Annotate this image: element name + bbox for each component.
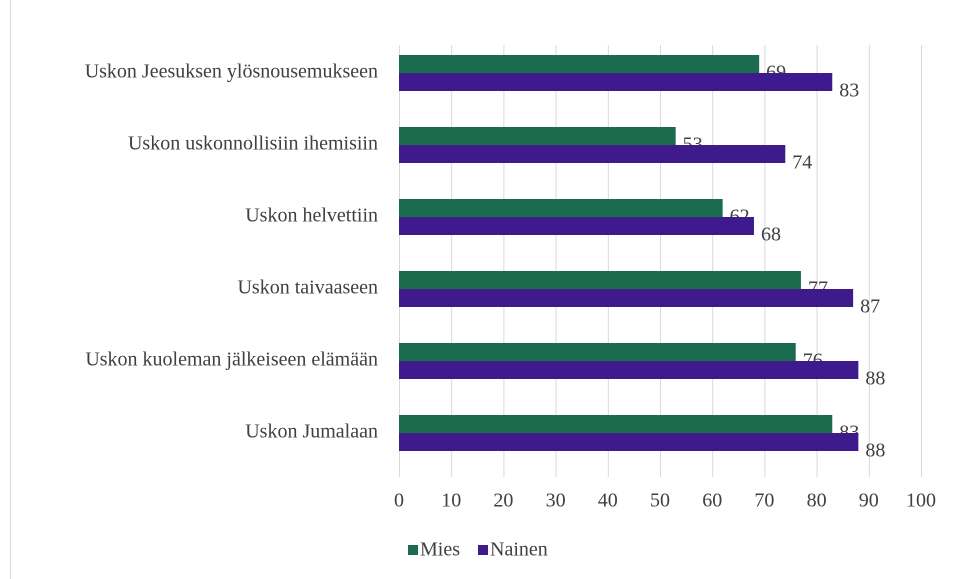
- bar: [399, 217, 754, 235]
- x-tick-label: 50: [650, 490, 670, 512]
- data-label: 83: [839, 80, 859, 102]
- y-tick-label: Uskon Jeesuksen ylösnousemukseen: [85, 61, 378, 83]
- y-tick-label: Uskon helvettiin: [245, 205, 378, 227]
- y-tick-label: Uskon taivaaseen: [237, 277, 378, 299]
- bar: [399, 73, 833, 91]
- data-label: 88: [865, 368, 885, 390]
- bar: [399, 127, 676, 145]
- legend-swatch: [478, 545, 488, 555]
- bar: [399, 433, 859, 451]
- legend-label: Nainen: [490, 539, 548, 561]
- bar: [399, 289, 854, 307]
- y-tick-label: Uskon Jumalaan: [245, 421, 378, 443]
- x-tick-label: 40: [598, 490, 618, 512]
- bar: [399, 343, 796, 361]
- data-label: 74: [792, 152, 812, 174]
- data-label: 87: [860, 296, 880, 318]
- x-tick-label: 60: [702, 490, 722, 512]
- legend-swatch: [408, 545, 418, 555]
- bar: [399, 145, 786, 163]
- bar: [399, 55, 760, 73]
- x-tick-label: 0: [394, 490, 404, 512]
- x-tick-label: 10: [441, 490, 461, 512]
- bar: [399, 271, 801, 289]
- bar: [399, 415, 833, 433]
- x-tick-label: 70: [754, 490, 774, 512]
- data-label: 88: [865, 440, 885, 462]
- legend-label: Mies: [420, 539, 460, 561]
- data-label: 68: [761, 224, 781, 246]
- x-tick-label: 20: [493, 490, 513, 512]
- x-tick-label: 30: [546, 490, 566, 512]
- x-tick-label: 90: [859, 490, 879, 512]
- y-tick-label: Uskon uskonnollisiin ihemisiin: [128, 133, 378, 155]
- bar: [399, 199, 723, 217]
- x-tick-label: 100: [906, 490, 936, 512]
- x-tick-label: 80: [807, 490, 827, 512]
- bar: [399, 361, 859, 379]
- y-tick-label: Uskon kuoleman jälkeiseen elämään: [85, 349, 378, 371]
